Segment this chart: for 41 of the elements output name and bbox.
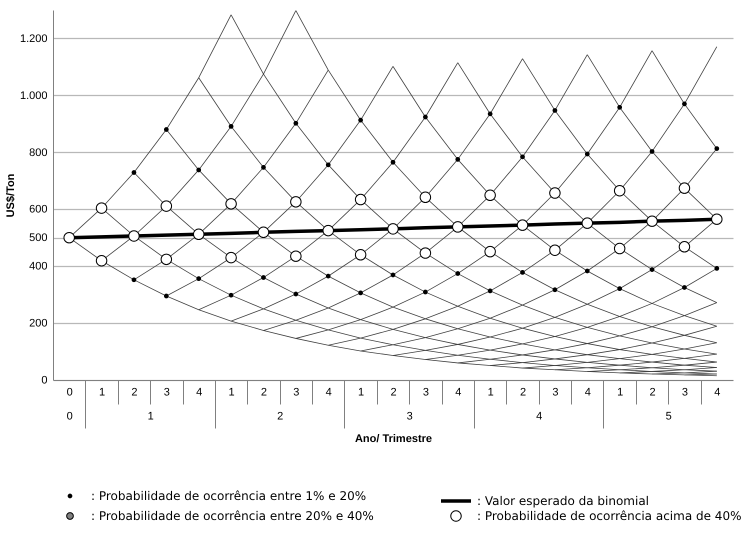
y-tick-label: 500 (29, 232, 48, 244)
x-tick-label: 3 (422, 386, 429, 398)
y-tick-label: 0 (41, 374, 48, 386)
x-tick-label: 3 (682, 386, 688, 398)
legend-label: : Valor esperado da binomial (477, 494, 650, 508)
x-tick-label: 2 (131, 386, 138, 398)
text: 5 (666, 410, 672, 422)
x-tick-label: 1 (358, 386, 364, 398)
legend-label: : Probabilidade de ocorrência entre 20% e 40% (91, 509, 374, 523)
x-tick-label: 3 (552, 386, 558, 398)
x-axis-title: Ano/ Trimestre (354, 433, 432, 445)
legend-label: : Probabilidade de ocorrência entre 1% e 20% (91, 489, 366, 503)
y-tick-label: 400 (29, 260, 48, 273)
y-tick-label: 1.200 (20, 32, 48, 45)
text: 0 (66, 410, 73, 422)
x-tick-label: 4 (196, 386, 202, 398)
x-tick-label: 4 (584, 386, 591, 398)
x-tick-label: 1 (228, 386, 235, 398)
text: 2 (277, 410, 284, 422)
x-tick-label: 2 (260, 386, 268, 398)
x-tick-label: 3 (293, 386, 300, 398)
legend-label: : Probabilidade de ocorrência acima de 40% (477, 509, 742, 523)
x-tick-label: 1 (99, 386, 106, 398)
x-tick-label: 0 (66, 386, 73, 398)
y-axis-title: US$/Ton (4, 173, 17, 218)
text: 1 (148, 410, 154, 422)
text: 3 (406, 410, 413, 422)
y-tick-label: 200 (29, 318, 48, 330)
x-tick-label: 1 (617, 386, 624, 398)
x-tick-label: 4 (455, 386, 462, 398)
y-tick-label: 800 (29, 146, 48, 159)
x-tick-label: 2 (390, 386, 397, 398)
x-tick-label: 2 (520, 386, 526, 398)
text: 4 (536, 410, 542, 422)
y-tick-label: 1.000 (20, 90, 48, 102)
x-tick-label: 1 (488, 386, 494, 398)
x-tick-label: 2 (649, 386, 656, 398)
x-tick-label: 3 (164, 386, 170, 398)
x-tick-label: 4 (326, 386, 332, 398)
x-tick-label: 4 (714, 386, 720, 398)
y-tick-label: 600 (29, 204, 48, 216)
